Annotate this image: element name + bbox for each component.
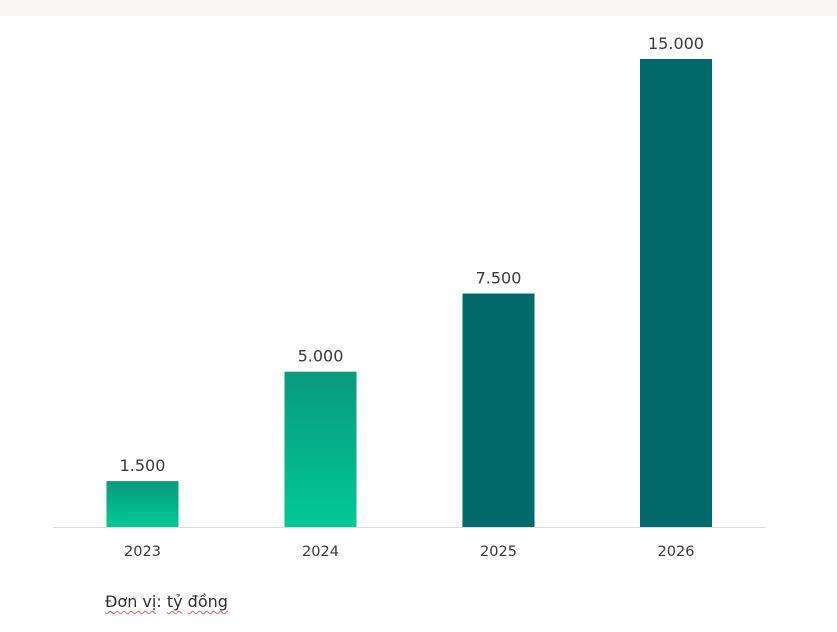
bar-2026 <box>640 59 712 528</box>
tick-label-2024: 2024 <box>302 544 339 560</box>
unit-note: Đơn vị: tỷ đồng <box>105 592 228 611</box>
unit-note-prefix: Đơn vị <box>105 592 157 611</box>
bar-2024 <box>284 371 357 528</box>
labels-group: 1.500 2023 5.000 2024 7.500 2025 15.000 2026 <box>120 34 704 560</box>
tick-label-2023: 2023 <box>124 544 161 560</box>
value-label-2025: 7.500 <box>476 269 522 288</box>
unit-note-word1: tỷ <box>166 592 183 611</box>
bars-group <box>106 59 712 528</box>
top-band <box>0 0 837 16</box>
unit-note-colon: : <box>156 592 167 611</box>
tick-label-2025: 2025 <box>480 544 517 560</box>
tick-label-2026: 2026 <box>658 544 695 560</box>
value-label-2026: 15.000 <box>648 34 704 53</box>
unit-note-word2: đồng <box>187 592 228 611</box>
value-label-2023: 1.500 <box>120 456 166 475</box>
bar-2025 <box>462 293 535 528</box>
value-label-2024: 5.000 <box>298 347 344 366</box>
bar-2023 <box>106 481 179 528</box>
